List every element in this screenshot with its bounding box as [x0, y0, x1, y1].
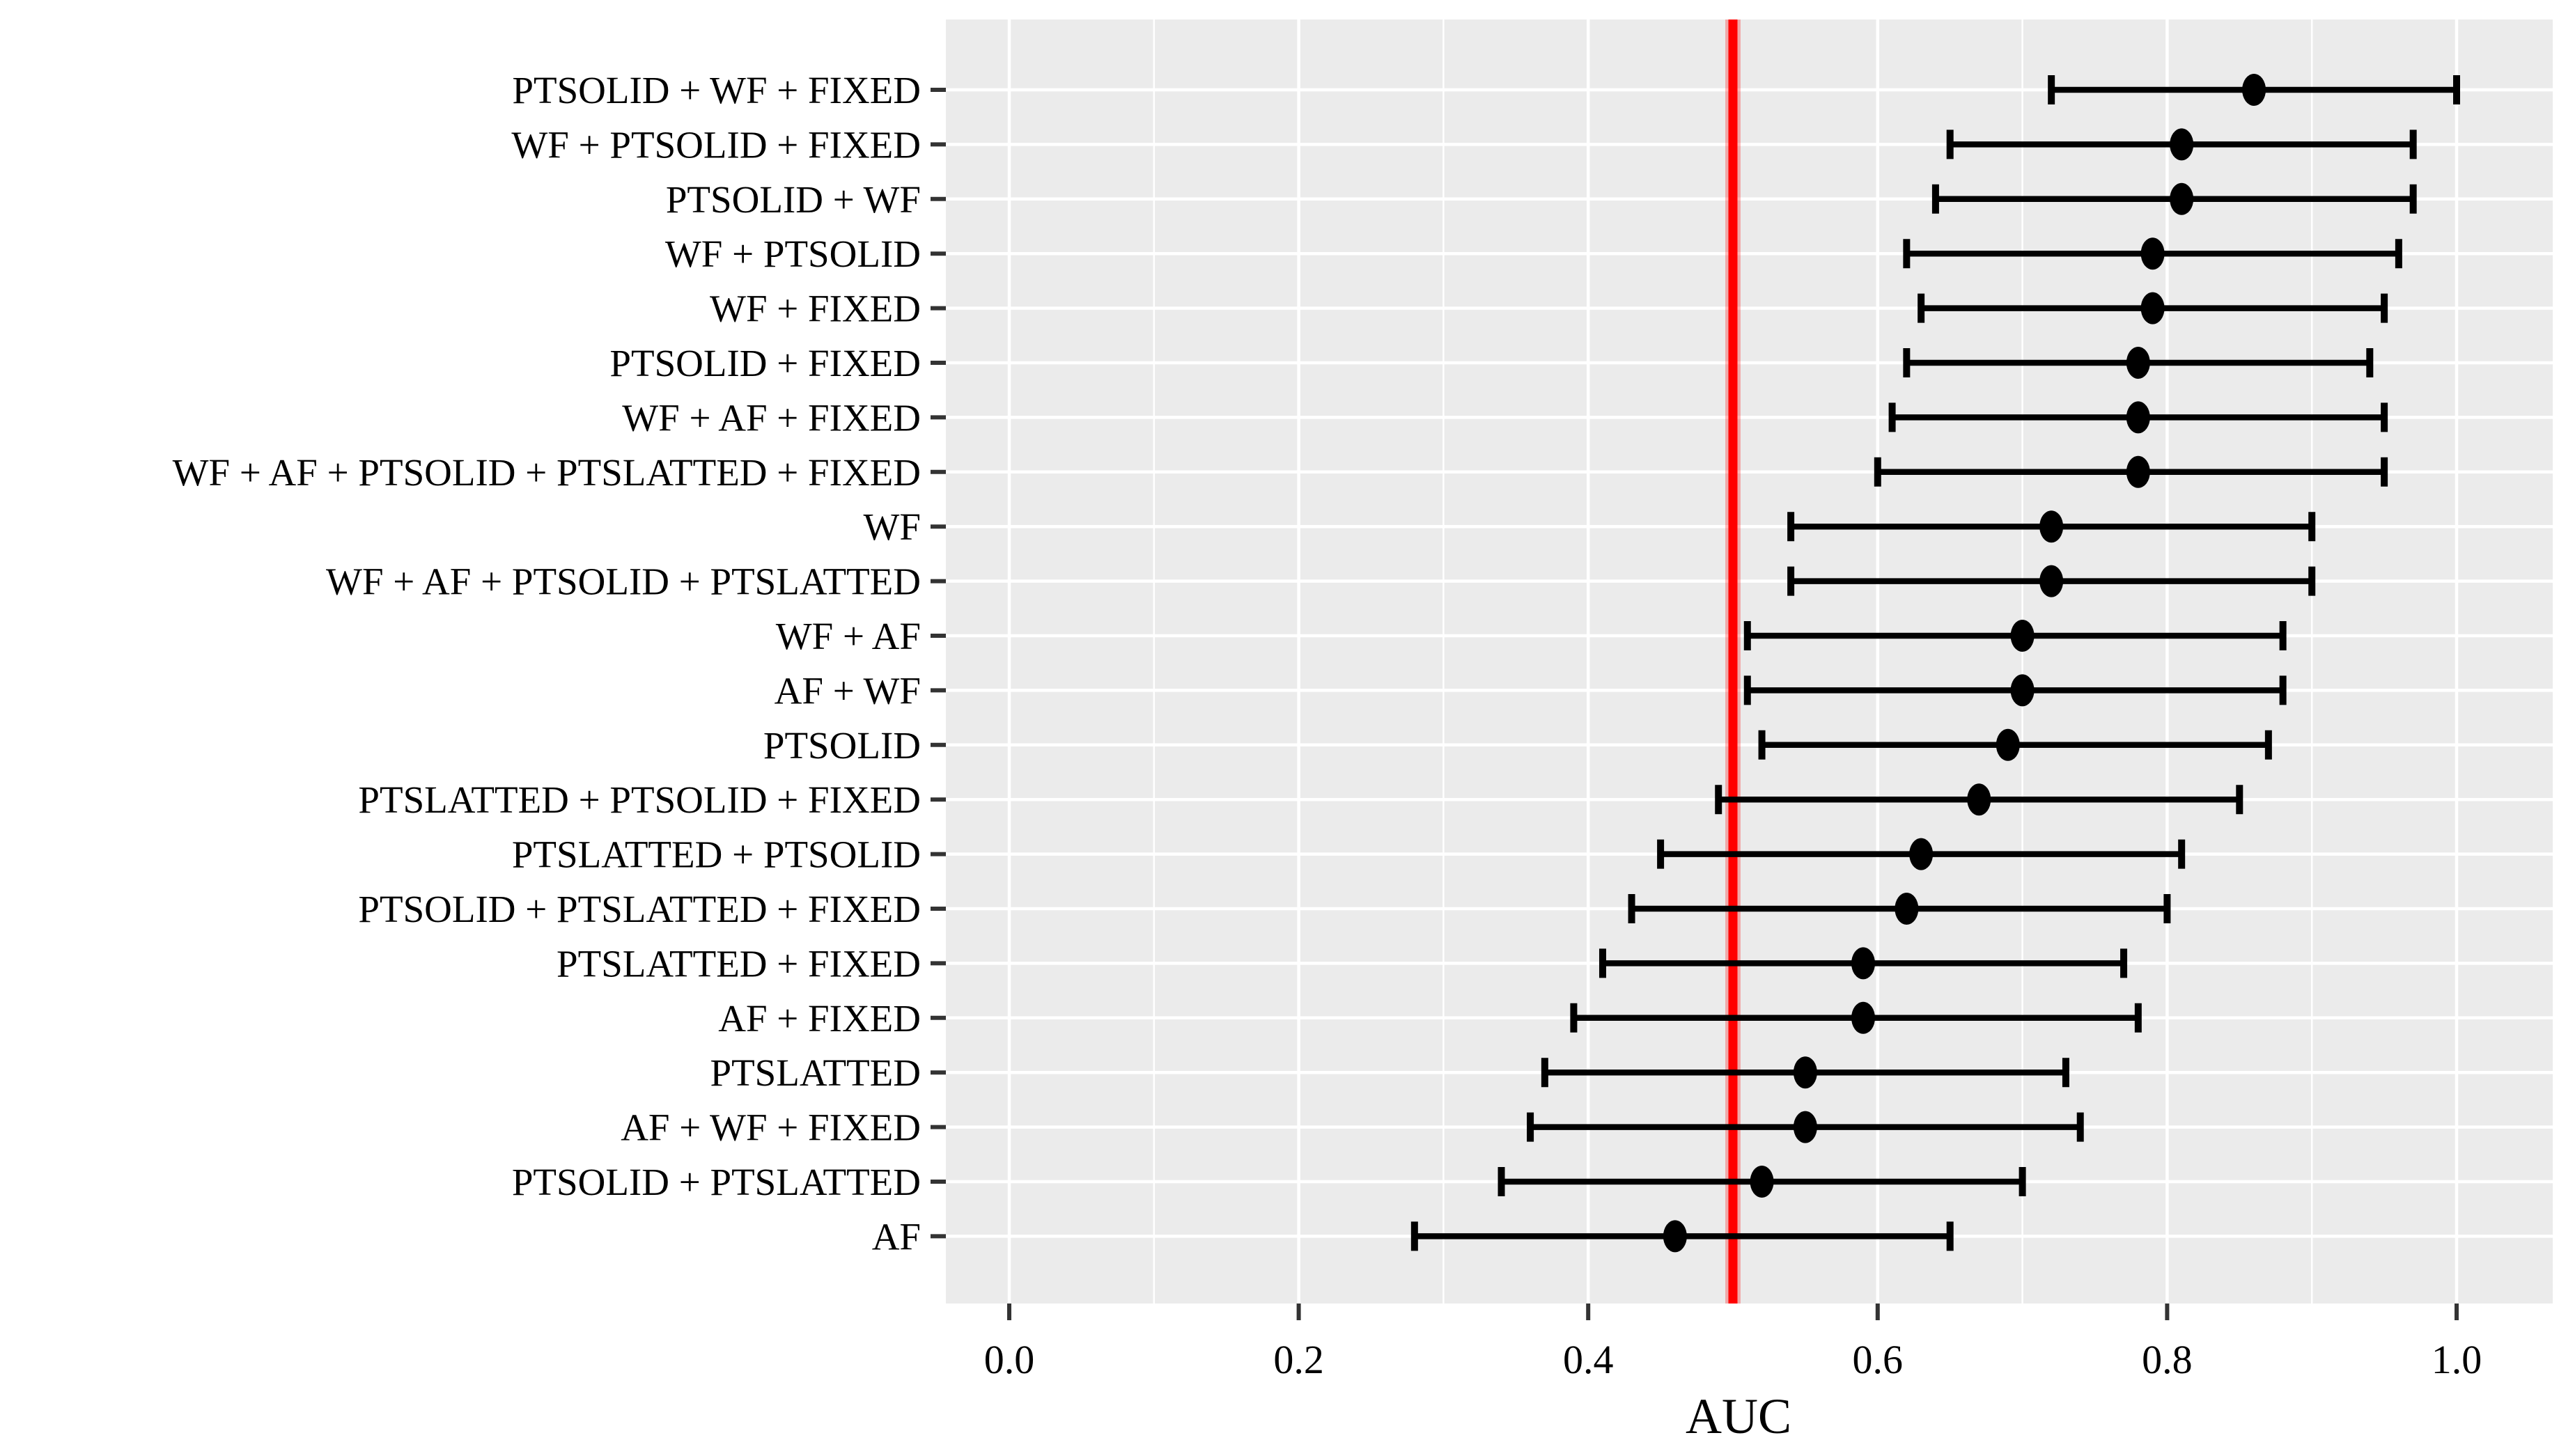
category-label: PTSOLID + PTSLATTED + FIXED [358, 888, 921, 930]
errorbars-and-points [1410, 74, 2460, 1253]
estimate-point [2170, 182, 2194, 215]
errorbar-row [1888, 401, 2388, 434]
x-tick-label: 0.8 [2142, 1337, 2193, 1382]
x-tick-label: 0.0 [984, 1337, 1035, 1382]
errorbar-row [1527, 1111, 2084, 1143]
category-label: WF + FIXED [710, 288, 921, 330]
estimate-point [1793, 1056, 1817, 1089]
errorbar-row [1743, 620, 2287, 652]
errorbar-row [1570, 1001, 2142, 1034]
category-label: WF + AF + PTSOLID + PTSLATTED [326, 561, 921, 603]
category-label: PTSLATTED + PTSOLID [512, 833, 921, 876]
category-label: WF + PTSOLID + FIXED [511, 123, 921, 166]
category-label: AF + FIXED [718, 997, 921, 1040]
errorbar-row [1903, 347, 2374, 379]
category-label: PTSLATTED + FIXED [557, 942, 921, 985]
x-tick-label: 0.4 [1563, 1337, 1614, 1382]
estimate-point [1967, 783, 1991, 816]
errorbar-row [1903, 237, 2402, 270]
x-tick-label: 0.2 [1273, 1337, 1324, 1382]
errorbar-row [1541, 1056, 2069, 1089]
errorbar-row [1410, 1220, 1954, 1253]
panel-background [946, 19, 2553, 1304]
estimate-point [2010, 674, 2035, 707]
category-label: WF + AF + PTSOLID + PTSLATTED + FIXED [173, 451, 921, 494]
estimate-point [1996, 728, 2020, 761]
errorbar-row [1715, 783, 2243, 816]
category-label: PTSLATTED + PTSOLID + FIXED [358, 778, 921, 821]
estimate-point [2126, 347, 2150, 379]
errorbar-row [1874, 455, 2388, 488]
errorbar-row [1787, 510, 2316, 543]
category-label: WF + AF + FIXED [622, 396, 921, 439]
x-axis-title: AUC [1686, 1388, 1791, 1444]
estimate-point [1750, 1166, 1774, 1198]
estimate-point [1909, 838, 1934, 870]
estimate-point [1895, 893, 1919, 925]
category-label: PTSOLID [763, 724, 921, 767]
estimate-point [1851, 1001, 1876, 1034]
errorbar-row [1946, 128, 2417, 161]
estimate-point [2039, 510, 2064, 543]
estimate-point [2170, 128, 2194, 161]
category-label: PTSLATTED [710, 1051, 921, 1094]
category-label: AF + WF [775, 669, 921, 712]
errorbar-row [1758, 728, 2272, 761]
errorbar-row [1657, 838, 2186, 870]
estimate-point [2140, 292, 2165, 324]
x-tick-label: 0.6 [1853, 1337, 1904, 1382]
category-label: WF + PTSOLID [665, 233, 921, 275]
category-label: AF + WF + FIXED [621, 1106, 921, 1149]
category-label: PTSOLID + PTSLATTED [512, 1161, 921, 1203]
category-label: PTSOLID + WF [666, 178, 921, 221]
errorbar-row [2048, 74, 2460, 106]
errorbar-row [1918, 292, 2388, 324]
x-tick-label: 1.0 [2432, 1337, 2482, 1382]
category-label: WF + AF [776, 615, 921, 657]
errorbar-row [1931, 182, 2417, 215]
errorbar-row [1599, 947, 2128, 980]
errorbar-row [1628, 893, 2171, 925]
estimate-point [1851, 947, 1876, 980]
estimate-point [2140, 237, 2165, 270]
estimate-point [1793, 1111, 1817, 1143]
axis-ticks-and-labels: PTSOLID + WF + FIXED WF + PTSOLID + FIXED… [173, 69, 2482, 1382]
estimate-point [1663, 1220, 1687, 1253]
estimate-point [2010, 620, 2035, 652]
category-label: WF [864, 506, 921, 548]
estimate-point [2039, 565, 2064, 597]
estimate-point [2242, 74, 2266, 106]
errorbar-row [1787, 565, 2316, 597]
category-label: PTSOLID + WF + FIXED [512, 69, 921, 111]
category-label: PTSOLID + FIXED [609, 342, 921, 384]
estimate-point [2126, 455, 2150, 488]
estimate-point [2126, 401, 2150, 434]
errorbar-row [1498, 1166, 2026, 1198]
errorbar-row [1743, 674, 2287, 707]
category-label: AF [872, 1215, 921, 1258]
plot-panel [946, 19, 2553, 1304]
